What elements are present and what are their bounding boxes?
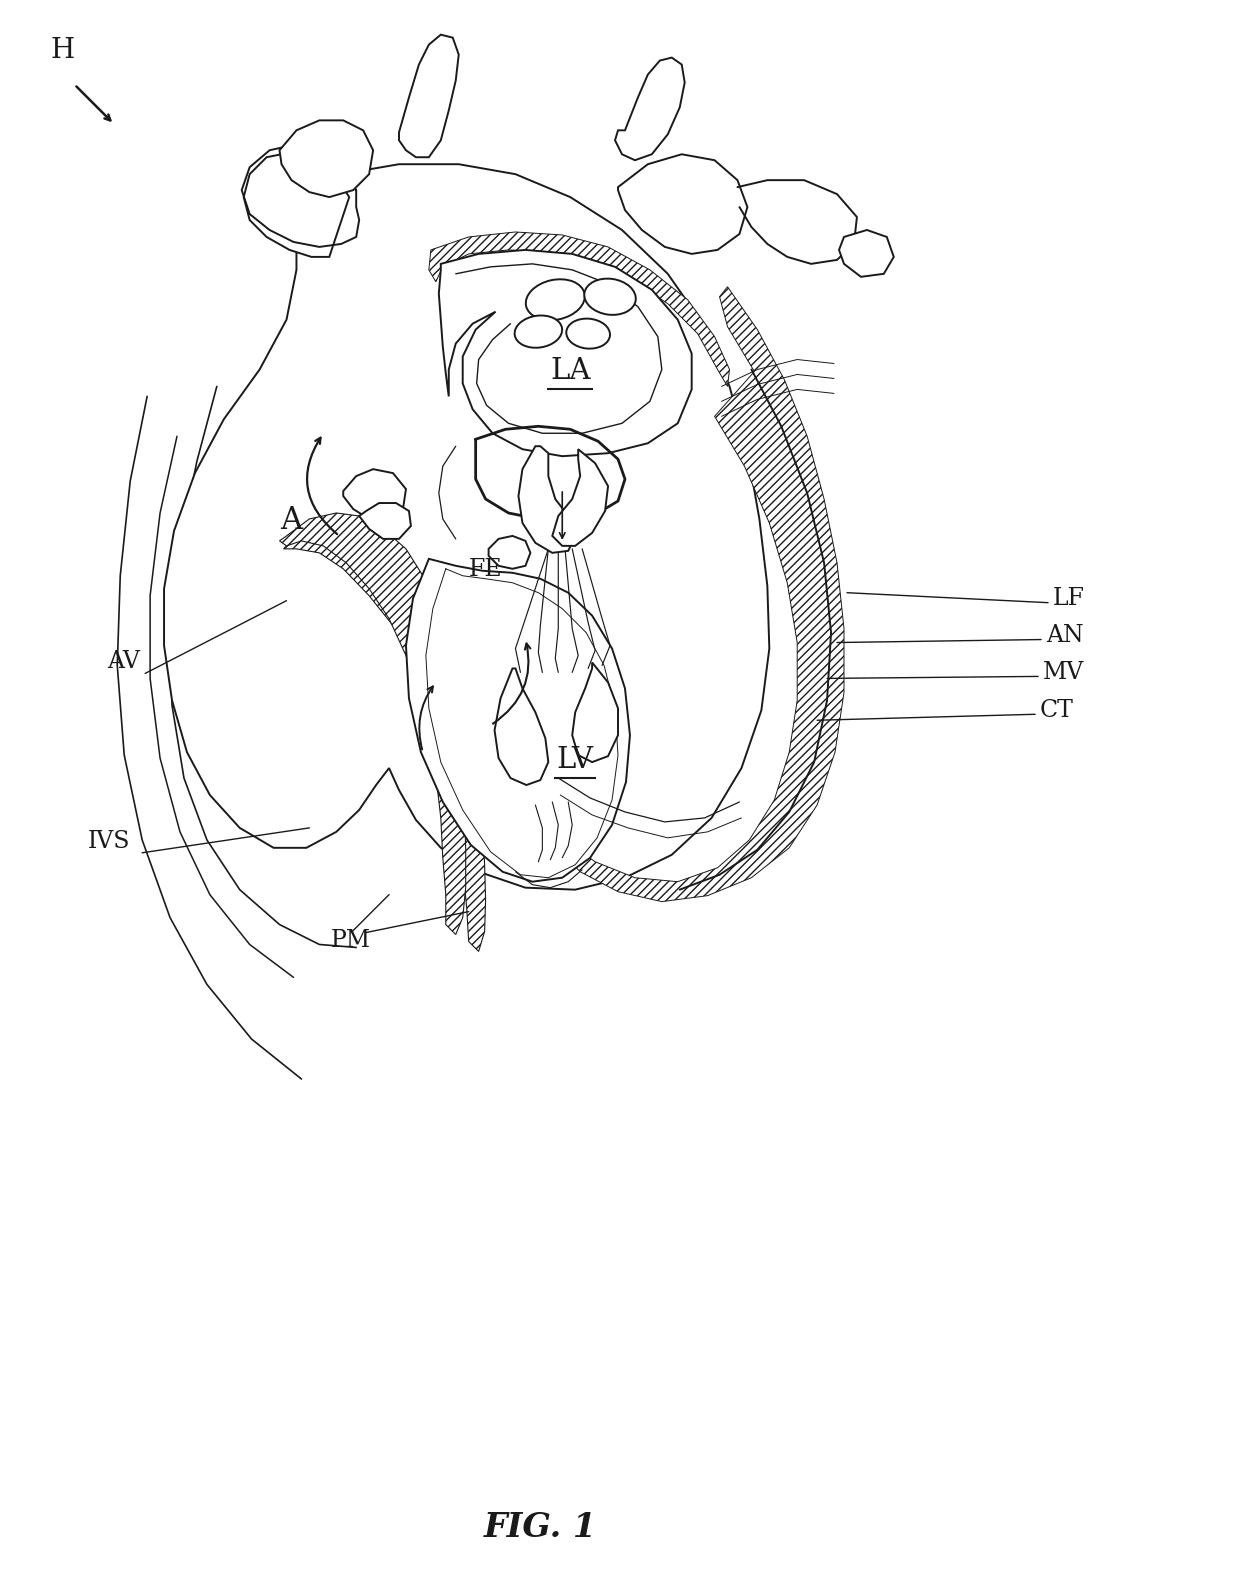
Polygon shape	[495, 669, 548, 784]
Text: A: A	[280, 505, 303, 537]
Text: AV: AV	[108, 651, 140, 673]
Text: MV: MV	[1043, 661, 1084, 684]
Polygon shape	[343, 468, 405, 519]
Text: IVS: IVS	[87, 831, 130, 853]
Polygon shape	[244, 152, 350, 257]
Text: LA: LA	[551, 357, 590, 386]
Text: H: H	[51, 37, 74, 64]
Polygon shape	[615, 57, 684, 160]
Ellipse shape	[584, 278, 636, 314]
Polygon shape	[279, 513, 466, 934]
Text: CT: CT	[1040, 699, 1074, 723]
Polygon shape	[839, 230, 894, 276]
Polygon shape	[399, 35, 459, 157]
Polygon shape	[279, 121, 373, 197]
Ellipse shape	[567, 319, 610, 349]
Polygon shape	[405, 559, 630, 881]
Polygon shape	[284, 522, 486, 951]
Ellipse shape	[526, 279, 585, 321]
Polygon shape	[618, 154, 748, 254]
Polygon shape	[552, 449, 608, 546]
Polygon shape	[518, 446, 575, 553]
Polygon shape	[572, 662, 618, 762]
Polygon shape	[546, 287, 844, 902]
Text: FIG. 1: FIG. 1	[484, 1510, 596, 1544]
Text: LV: LV	[557, 746, 594, 773]
Polygon shape	[164, 164, 769, 889]
Polygon shape	[489, 535, 531, 569]
Text: LF: LF	[1053, 588, 1085, 610]
Text: PM: PM	[331, 929, 371, 953]
Polygon shape	[360, 503, 410, 538]
Polygon shape	[429, 232, 729, 386]
Polygon shape	[439, 249, 692, 456]
Text: AN: AN	[1047, 624, 1084, 646]
Ellipse shape	[515, 316, 562, 348]
Text: FE: FE	[469, 557, 502, 581]
